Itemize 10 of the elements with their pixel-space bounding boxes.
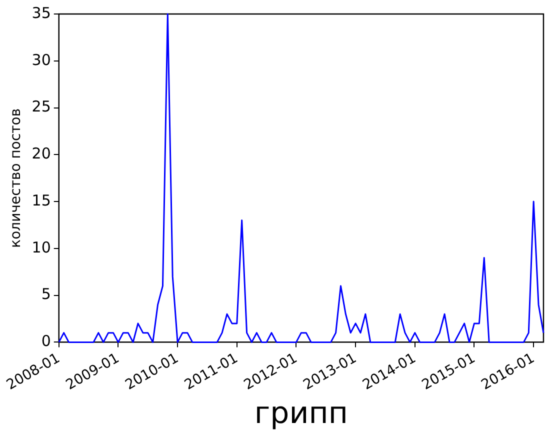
y-tick-label: 15 [32, 191, 51, 210]
y-tick-label: 30 [32, 50, 51, 69]
y-tick-label: 20 [32, 144, 51, 163]
x-axis-title: грипп [254, 396, 348, 431]
y-tick-label: 10 [32, 238, 51, 256]
y-tick-label: 0 [41, 332, 51, 350]
y-tick-label: 25 [32, 98, 51, 116]
y-axis-title: количество постов [8, 108, 24, 248]
y-tick-label: 5 [41, 285, 51, 304]
y-tick-label: 35 [32, 4, 51, 22]
